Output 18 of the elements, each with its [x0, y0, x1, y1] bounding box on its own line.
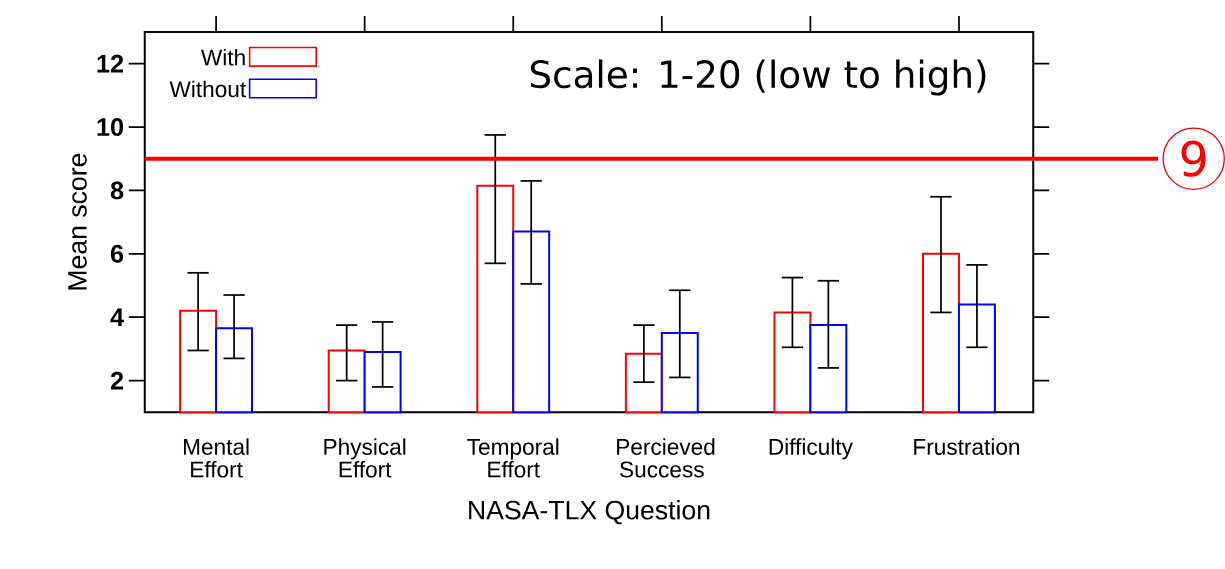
x-tick-label: Temporal Effort [467, 438, 559, 478]
y-axis-title: Mean score [68, 153, 87, 290]
legend-label: With [201, 48, 245, 66]
y-tick-label: 6 [110, 244, 124, 263]
y-tick-label: 2 [110, 371, 124, 390]
x-axis-title: NASA-TLX Question [469, 499, 710, 525]
y-tick-label: 4 [110, 308, 124, 326]
annotation: Scale: 1-20 (low to high) [530, 59, 986, 96]
legend-label: Without [169, 80, 246, 98]
y-tick-label: 10 [97, 118, 124, 136]
x-tick-label: Percieved Success [617, 438, 715, 478]
x-tick-label: Difficulty [769, 438, 853, 460]
x-tick-label: Physical Effort [324, 438, 406, 478]
x-tick-label: Frustration [914, 438, 1020, 455]
y-tick-label: 12 [97, 54, 124, 73]
ref-line-label: 9 [1181, 140, 1206, 177]
y-tick-label: 8 [110, 181, 124, 200]
x-tick-label: Mental Effort [183, 438, 249, 478]
